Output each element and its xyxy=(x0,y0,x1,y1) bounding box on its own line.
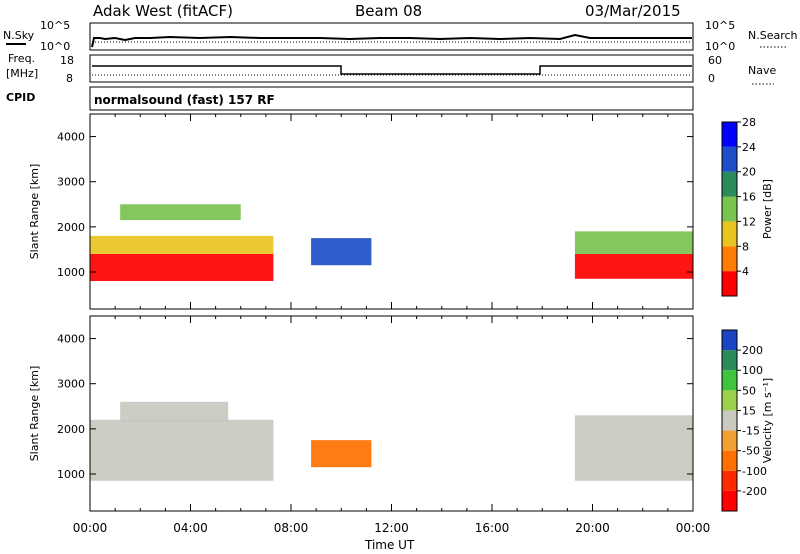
colorbar-swatch-power-1 xyxy=(722,246,737,272)
noise-left-tick-high: 10^5 xyxy=(40,19,70,32)
colorbar-label-velocity-0: 200 xyxy=(742,344,763,357)
colorbar-label-velocity-1: 100 xyxy=(742,364,763,377)
colorbar-label-velocity-3: 15 xyxy=(742,404,756,417)
colorbar-label-power-3: 16 xyxy=(742,191,756,204)
colorbar-title-velocity: Velocity [m s⁻¹] xyxy=(761,378,774,463)
colorbar-swatch-power-3 xyxy=(722,196,737,222)
chart-panel-power: 1000 2000 3000 4000 Slant Range [km] 4 8 12 16 20… xyxy=(28,113,774,310)
noise-right-tick-low: 10^0 xyxy=(705,40,735,53)
colorbar-swatch-power-4 xyxy=(722,171,737,197)
data-region-power-3 xyxy=(311,238,372,266)
colorbar-label-velocity-2: 50 xyxy=(742,384,756,397)
ytick-label-velocity-1: 2000 xyxy=(57,423,85,436)
date-title: 03/Mar/2015 xyxy=(585,2,681,20)
noise-left-label: N.Sky xyxy=(3,29,35,42)
colorbar-swatch-velocity-7 xyxy=(722,350,737,371)
freq-left-tick-low: 8 xyxy=(66,72,73,85)
freq-trace xyxy=(92,65,692,75)
colorbar-label-power-2: 12 xyxy=(742,215,756,228)
colorbar-swatch-velocity-2 xyxy=(722,450,737,471)
ylabel-power: Slant Range [km] xyxy=(28,164,41,260)
colorbar-frame-power xyxy=(721,121,738,297)
colorbar-swatch-power-2 xyxy=(722,221,737,247)
ytick-label-power-2: 3000 xyxy=(57,176,85,189)
ylabel-velocity: Slant Range [km] xyxy=(28,366,41,462)
data-region-velocity-3 xyxy=(574,415,693,481)
colorbar-swatch-velocity-3 xyxy=(722,430,737,451)
colorbar-frame-velocity xyxy=(721,329,738,512)
xtick-label-4: 16:00 xyxy=(475,521,510,535)
colorbar-swatch-velocity-4 xyxy=(722,410,737,431)
colorbar-label-power-0: 4 xyxy=(742,265,749,278)
xtick-label-5: 20:00 xyxy=(575,521,610,535)
station-title: Adak West (fitACF) xyxy=(93,2,233,20)
noise-right-label: N.Search xyxy=(748,29,798,42)
colorbar-swatch-velocity-8 xyxy=(722,330,737,351)
colorbar-title-power: Power [dB] xyxy=(761,179,774,239)
xtick-label-2: 08:00 xyxy=(274,521,309,535)
ytick-label-power-3: 4000 xyxy=(57,131,85,144)
noise-sky-trace xyxy=(91,33,692,48)
noise-left-tick-low: 10^0 xyxy=(40,40,70,53)
nave-right-label: Nave xyxy=(748,64,776,77)
data-region-velocity-2 xyxy=(311,440,372,468)
colorbar-swatch-velocity-1 xyxy=(722,470,737,491)
cpid-panel-frame xyxy=(89,86,694,111)
time-axis-label: Time UT xyxy=(364,538,415,552)
cpid-label: CPID xyxy=(6,91,35,104)
ytick-label-velocity-0: 1000 xyxy=(57,468,85,481)
colorbar-label-power-4: 20 xyxy=(742,166,756,179)
xtick-label-1: 04:00 xyxy=(173,521,208,535)
colorbar-swatch-power-0 xyxy=(722,271,737,296)
colorbar-label-power-6: 28 xyxy=(742,116,756,129)
nave-right-tick-high: 60 xyxy=(708,54,722,67)
colorbar-swatch-power-6 xyxy=(722,122,737,147)
colorbar-label-power-5: 24 xyxy=(742,141,756,154)
data-region-power-1 xyxy=(90,235,274,254)
xtick-label-6: 00:00 xyxy=(676,521,711,535)
range-time-charts: 1000 2000 3000 4000 Slant Range [km] 4 8 12 16 20… xyxy=(28,113,774,512)
beam-title: Beam 08 xyxy=(355,2,422,20)
colorbar-swatch-velocity-5 xyxy=(722,390,737,411)
noise-right-tick-high: 10^5 xyxy=(705,19,735,32)
ytick-label-velocity-2: 3000 xyxy=(57,378,85,391)
colorbar-swatch-velocity-0 xyxy=(722,490,737,511)
data-region-power-4 xyxy=(574,253,693,279)
data-region-velocity-1 xyxy=(120,401,229,423)
data-region-power-2 xyxy=(120,204,241,221)
freq-left-label-1: Freq. xyxy=(8,52,35,65)
freq-left-tick-high: 18 xyxy=(60,54,74,67)
ytick-label-power-0: 1000 xyxy=(57,266,85,279)
colorbar-label-velocity-6: -100 xyxy=(742,465,767,478)
ytick-label-velocity-3: 4000 xyxy=(57,333,85,346)
colorbar-label-velocity-4: -15 xyxy=(742,425,760,438)
colorbar-swatch-power-5 xyxy=(722,146,737,172)
colorbar-label-velocity-7: -200 xyxy=(742,485,767,498)
colorbar-label-power-1: 8 xyxy=(742,240,749,253)
data-region-power-5 xyxy=(574,231,693,254)
colorbar-label-velocity-5: -50 xyxy=(742,445,760,458)
colorbar-swatch-velocity-6 xyxy=(722,370,737,391)
data-region-velocity-0 xyxy=(90,419,274,481)
freq-panel-frame xyxy=(89,54,694,83)
xtick-label-3: 12:00 xyxy=(374,521,409,535)
noise-panel-frame xyxy=(89,22,694,51)
xtick-label-0: 00:00 xyxy=(73,521,108,535)
chart-panel-velocity: 1000 2000 3000 4000 Slant Range [km] 200 100 50… xyxy=(28,315,774,512)
time-axis: 00:00 04:00 08:00 12:00 16:00 20:00 00:00 xyxy=(73,521,711,535)
ytick-label-power-1: 2000 xyxy=(57,221,85,234)
nave-right-tick-low: 0 xyxy=(708,72,715,85)
cpid-text: normalsound (fast) 157 RF xyxy=(94,93,275,107)
freq-left-label-2: [MHz] xyxy=(6,67,38,80)
data-region-power-0 xyxy=(90,253,274,282)
